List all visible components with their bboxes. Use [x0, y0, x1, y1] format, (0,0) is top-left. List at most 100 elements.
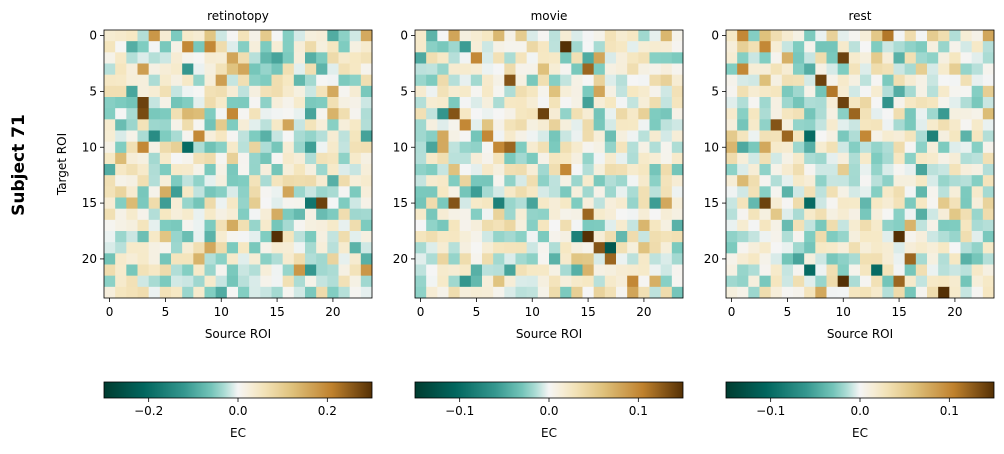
x-tick-label: 15 — [891, 305, 906, 319]
heatmap-cell-r11-c13 — [249, 152, 261, 165]
heatmap-cell-r15-c3 — [448, 197, 461, 210]
heatmap-cell-r13-c7 — [804, 175, 816, 187]
heatmap-cell-r5-c15 — [271, 85, 284, 98]
heatmap-cell-r23-c4 — [459, 286, 472, 299]
heatmap-cell-r14-c4 — [148, 186, 161, 198]
heatmap-cell-r19-c15 — [582, 242, 595, 254]
heatmap-cell-r23-c6 — [793, 286, 805, 299]
heatmap-cell-r19-c16 — [593, 242, 606, 254]
heatmap-cell-r0-c5 — [781, 30, 794, 42]
heatmap-cell-r21-c7 — [182, 264, 194, 277]
heatmap-cell-r8-c3 — [137, 119, 150, 131]
heatmap-cell-r21-c21 — [649, 264, 662, 277]
heatmap-cell-r14-c3 — [137, 186, 150, 198]
heatmap-cell-r6-c18 — [927, 97, 939, 109]
heatmap-cell-r14-c1 — [115, 186, 127, 198]
heatmap-cell-r8-c23 — [671, 119, 684, 131]
heatmap-cell-r14-c21 — [960, 186, 973, 198]
heatmap-cell-r17-c8 — [504, 219, 516, 232]
heatmap-cell-r3-c7 — [182, 63, 194, 76]
heatmap-cell-r20-c8 — [815, 253, 827, 265]
heatmap-cell-r8-c18 — [305, 119, 317, 131]
heatmap-cell-r2-c16 — [282, 52, 295, 64]
colorbar-label: EC — [852, 426, 868, 440]
heatmap-cell-r0-c17 — [604, 30, 617, 42]
heatmap-cell-r11-c20 — [949, 152, 961, 165]
heatmap-cell-r8-c4 — [148, 119, 161, 131]
heatmap-cell-r9-c5 — [470, 130, 483, 143]
heatmap-cell-r6-c12 — [238, 97, 250, 109]
heatmap-cell-r19-c6 — [793, 242, 805, 254]
heatmap-cell-r0-c5 — [159, 30, 172, 42]
heatmap-cell-r13-c10 — [215, 175, 228, 187]
heatmap-cell-r2-c6 — [482, 52, 494, 64]
heatmap-cell-r10-c1 — [426, 141, 438, 154]
heatmap-cell-r5-c10 — [837, 85, 850, 98]
x-axis-label: Source ROI — [516, 327, 582, 341]
heatmap-cell-r0-c15 — [271, 30, 284, 42]
heatmap-cell-r19-c8 — [193, 242, 205, 254]
heatmap-cell-r13-c20 — [327, 175, 339, 187]
heatmap-cell-r10-c21 — [338, 141, 351, 154]
heatmap-cell-r18-c7 — [493, 231, 505, 243]
heatmap-cell-r20-c14 — [882, 253, 894, 265]
heatmap-cell-r21-c13 — [249, 264, 261, 277]
heatmap-cell-r9-c22 — [660, 130, 673, 143]
heatmap-cell-r10-c13 — [249, 141, 261, 154]
heatmap-cell-r5-c17 — [604, 85, 617, 98]
heatmap-cell-r19-c9 — [204, 242, 217, 254]
heatmap-cell-r11-c3 — [137, 152, 150, 165]
heatmap-cell-r1-c14 — [571, 41, 583, 53]
heatmap-cell-r20-c18 — [616, 253, 628, 265]
heatmap-cell-r15-c14 — [882, 197, 894, 210]
heatmap-cell-r23-c5 — [470, 286, 483, 299]
heatmap-cell-r2-c14 — [882, 52, 894, 64]
heatmap-cell-r3-c5 — [470, 63, 483, 76]
heatmap-cell-r0-c4 — [148, 30, 161, 42]
heatmap-cell-r3-c3 — [759, 63, 772, 76]
heatmap-cell-r7-c15 — [582, 108, 595, 120]
heatmap-cell-r7-c18 — [305, 108, 317, 120]
heatmap-cell-r16-c12 — [860, 208, 872, 221]
heatmap-cell-r22-c21 — [649, 275, 662, 288]
heatmap-cell-r6-c17 — [293, 97, 306, 109]
heatmap-cell-r5-c6 — [171, 85, 183, 98]
heatmap-cell-r2-c18 — [305, 52, 317, 64]
heatmap-cell-r22-c21 — [960, 275, 973, 288]
heatmap-cell-r6-c14 — [260, 97, 272, 109]
heatmap-cell-r20-c20 — [949, 253, 961, 265]
heatmap-cell-r17-c5 — [470, 219, 483, 232]
colorbar-tick-label: 0.1 — [629, 404, 648, 418]
heatmap-cell-r16-c18 — [927, 208, 939, 221]
heatmap-cell-r5-c1 — [115, 85, 127, 98]
heatmap-cell-r5-c22 — [660, 85, 673, 98]
heatmap-cell-r5-c9 — [515, 85, 528, 98]
heatmap-cell-r0-c23 — [982, 30, 995, 42]
heatmap-cell-r17-c10 — [837, 219, 850, 232]
heatmap-cell-r8-c17 — [604, 119, 617, 131]
heatmap-cell-r19-c1 — [426, 242, 438, 254]
heatmap-cell-r10-c19 — [316, 141, 328, 154]
heatmap-cell-r3-c2 — [126, 63, 138, 76]
heatmap-cell-r1-c18 — [616, 41, 628, 53]
heatmap-cell-r1-c7 — [493, 41, 505, 53]
heatmap-cell-r23-c7 — [493, 286, 505, 299]
heatmap-cell-r7-c23 — [982, 108, 995, 120]
heatmap-cell-r11-c0 — [104, 152, 116, 165]
heatmap-cell-r5-c22 — [349, 85, 362, 98]
heatmap-cell-r18-c7 — [804, 231, 816, 243]
heatmap-cell-r20-c22 — [660, 253, 673, 265]
heatmap-cell-r21-c13 — [560, 264, 572, 277]
heatmap-cell-r19-c0 — [104, 242, 116, 254]
heatmap-cell-r13-c6 — [482, 175, 494, 187]
heatmap-cell-r10-c12 — [238, 141, 250, 154]
heatmap-cell-r9-c1 — [737, 130, 749, 143]
heatmap-cell-r11-c19 — [316, 152, 328, 165]
heatmap-cell-r2-c4 — [770, 52, 783, 64]
heatmap-cell-r15-c20 — [949, 197, 961, 210]
heatmap-cell-r3-c20 — [327, 63, 339, 76]
heatmap-cell-r15-c2 — [748, 197, 760, 210]
heatmap-cell-r4-c7 — [182, 74, 194, 87]
heatmap-cell-r1-c18 — [927, 41, 939, 53]
heatmap-cell-r20-c15 — [893, 253, 906, 265]
